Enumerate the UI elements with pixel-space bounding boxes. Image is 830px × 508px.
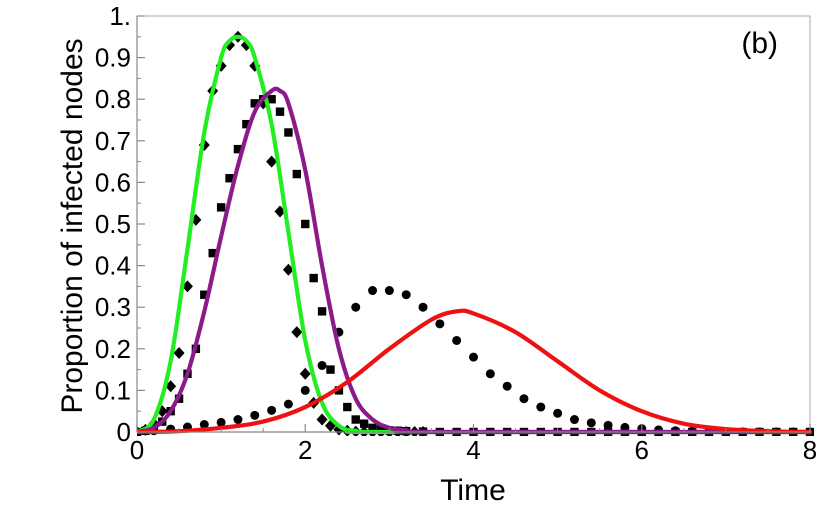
circle-point [485,369,495,379]
x-tick-label: 6 [635,435,649,465]
diamond-point [266,155,278,168]
square-point [351,415,360,424]
x-tick-label: 4 [466,435,480,465]
circle-point [317,360,327,370]
plot-frame [136,15,811,433]
series-square-markers [137,95,814,436]
panel-label: (b) [741,27,778,60]
plot-area [137,30,814,436]
square-point [208,248,217,258]
x-tick-label: 2 [298,435,312,465]
x-tick-label: 8 [803,435,817,465]
diamond-point [291,326,303,339]
circle-point [553,408,563,418]
diamond-point [282,263,294,276]
y-tick-label: 0.1 [95,375,131,405]
square-point [216,203,226,212]
circle-point [216,417,226,427]
circle-point [603,420,613,430]
square-point [343,402,352,412]
circle-point [620,422,630,432]
circle-point [384,286,394,296]
square-point [326,365,335,374]
square-point [275,107,285,116]
square-point [376,425,386,434]
y-tick-label: 0.6 [95,167,131,197]
y-tick-label: 0.3 [95,292,131,322]
square-point [250,99,259,108]
circle-point [536,402,546,412]
square-point [233,144,243,154]
series-layer [137,30,814,436]
x-axis-title: Time [440,474,506,507]
square-point [292,169,302,179]
diamond-point [173,346,185,359]
circle-point [418,302,428,312]
square-point [242,119,251,129]
diamond-point [316,413,328,426]
y-tick-label: 0.5 [95,209,131,239]
axes-layer: 0 2 4 6 8 0 0.1 0.2 0.3 0.4 0.5 0.6 0.7 0.8 0.9 1. [95,1,817,465]
y-axis-title: Proportion of infected nodes [56,38,89,413]
circle-point [250,410,260,420]
circle-point [283,399,293,409]
square-point [267,95,276,104]
circle-point [586,418,596,428]
circle-point [368,286,378,296]
circle-point [233,415,243,425]
y-tick-label: 0.9 [95,43,131,73]
circle-point [502,381,512,391]
y-tick-label: 0.7 [95,126,131,156]
series-line-0 [137,34,813,435]
diamond-point [299,367,311,380]
y-tick-label: 1. [109,1,131,31]
circle-point [519,394,529,404]
circle-point [351,302,361,312]
circle-point [469,352,478,362]
square-point [309,273,318,283]
circle-point [267,405,277,415]
square-point [200,290,209,299]
x-tick-label: 0 [130,435,144,465]
y-tick-label: 0.2 [95,334,131,364]
square-point [284,128,293,137]
circle-point [569,415,579,425]
circle-point [199,420,209,430]
circle-point [435,319,445,329]
y-tick-label: 0.8 [95,84,131,114]
square-point [301,219,310,229]
square-point [368,423,377,433]
y-tick-label: 0 [117,417,131,447]
series-line-2 [137,308,813,435]
square-point [225,174,234,183]
diamond-point [181,280,193,293]
series-line-1 [137,86,813,435]
series-circle-markers [137,286,814,436]
square-point [359,419,369,428]
circle-point [452,335,462,345]
circle-point [300,385,310,395]
square-point [317,307,327,316]
circle-point [401,290,411,300]
y-tick-label: 0.4 [95,251,131,281]
square-point [334,386,344,395]
